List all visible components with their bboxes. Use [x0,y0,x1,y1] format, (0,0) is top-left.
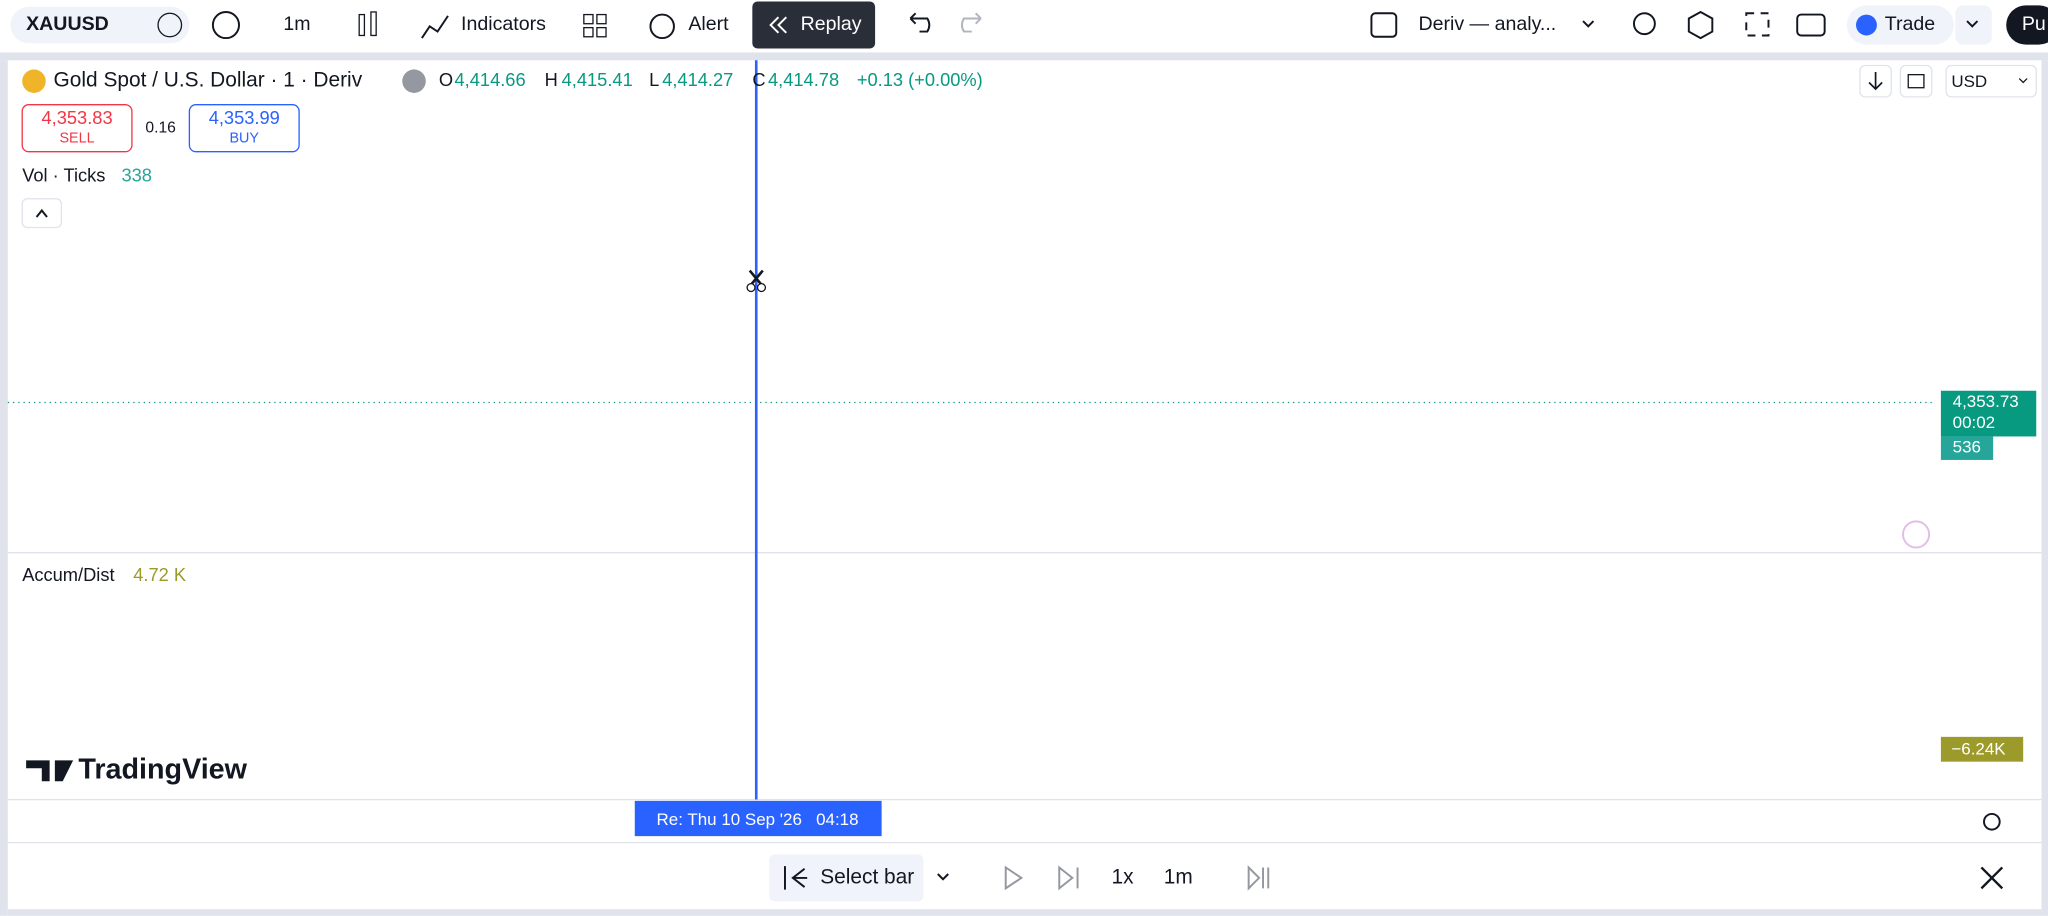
frame [0,60,8,916]
replay-time-tag [634,800,882,837]
select-menu[interactable] [937,873,949,881]
high: 4,415.41 [562,69,633,90]
replay-time: Re: Thu 10 Sep '26 04:18 [657,810,859,829]
replay: Replay [801,13,862,35]
icon [1966,20,1979,28]
symbol-logo [22,69,46,93]
templates[interactable] [583,13,594,25]
icon [421,15,449,39]
icon [35,208,48,218]
chart-type[interactable] [358,13,366,37]
alert-icon [649,13,675,40]
publish: Pu [2022,13,2046,35]
frame [7,909,2042,916]
step-forward[interactable] [1058,865,1079,891]
auto-scale[interactable] [1899,64,1933,98]
icon [769,16,780,34]
volume-tag [1940,436,1994,460]
icon [1907,73,1925,89]
icon [583,26,594,38]
frame [2041,60,2048,916]
ad-tag [1940,736,2024,762]
select-bar-button[interactable] [769,854,924,902]
countdown: 00:02 [1953,413,1995,432]
indicators[interactable]: Indicators [461,13,546,35]
currency: USD [1951,72,1987,91]
volume-last: 536 [1953,438,1981,457]
change: +0.13 (+0.00%) [857,69,983,90]
sell-button[interactable] [21,104,133,153]
h-label: H [545,69,558,90]
symbol-search[interactable] [10,6,190,44]
layout-name[interactable]: Deriv — analy... [1418,13,1556,35]
fullscreen[interactable] [1745,12,1770,37]
step[interactable]: 1m [1164,865,1193,888]
lightning[interactable] [1902,520,1931,549]
low: 4,414.27 [662,69,733,90]
redo[interactable] [960,12,982,33]
collapse[interactable] [21,198,63,229]
alert[interactable]: Alert [688,13,729,35]
replay-button[interactable] [752,1,876,49]
screenshot[interactable] [1796,13,1826,37]
volume-value: 338 [121,164,151,185]
l-label: L [649,69,659,90]
trade: Trade [1885,13,1936,35]
quick-search[interactable] [1632,12,1656,36]
last-price: 4,353.73 [1953,392,2019,411]
icon [783,866,808,890]
select-bar: Select bar [820,865,914,888]
icon [777,16,787,34]
icon [1856,14,1877,36]
spread: 0.16 [145,119,176,136]
icon [370,11,377,37]
sell: SELL [59,130,94,146]
logo [26,760,74,782]
axis-settings[interactable] [1983,812,2001,831]
play[interactable] [1004,865,1024,891]
ad-label: Accum/Dist [22,564,114,585]
interval[interactable]: 1m [283,13,310,35]
close: 4,414.78 [768,69,839,90]
replay-badge [402,69,426,93]
ad-last: −6.24K [1951,739,2006,758]
undo[interactable] [909,12,931,33]
publish-button[interactable] [2006,5,2048,45]
trade-button[interactable] [1846,5,1954,45]
icon [2018,78,2028,84]
sell-price: 4,353.83 [42,107,113,128]
icon [157,12,183,38]
close-replay[interactable] [1980,866,2004,890]
settings[interactable] [1687,10,1714,40]
legend-title: Gold Spot / U.S. Dollar · 1 · Deriv [54,69,363,92]
open: 4,414.66 [455,69,526,90]
jump-to-realtime[interactable] [1247,865,1270,891]
buy-price: 4,353.99 [209,107,280,128]
icon [1868,72,1883,91]
c-label: C [752,69,765,90]
o-label: O [439,69,453,90]
add-symbol[interactable] [211,10,240,40]
speed[interactable]: 1x [1112,865,1135,888]
icon [596,26,607,38]
buy: BUY [229,130,259,146]
currency-select[interactable] [1945,64,2037,98]
last-price-tag [1940,390,2037,437]
separator [0,52,2048,61]
icon [1582,20,1595,28]
scissors [746,269,767,293]
volume-label: Vol · Ticks [22,164,105,185]
symbol: XAUUSD [26,13,109,35]
watermark: TradingView [78,753,247,785]
buy-button[interactable] [188,104,300,153]
checkbox[interactable] [1370,12,1398,38]
ad-value: 4.72 K [133,564,186,585]
icon [596,13,607,25]
